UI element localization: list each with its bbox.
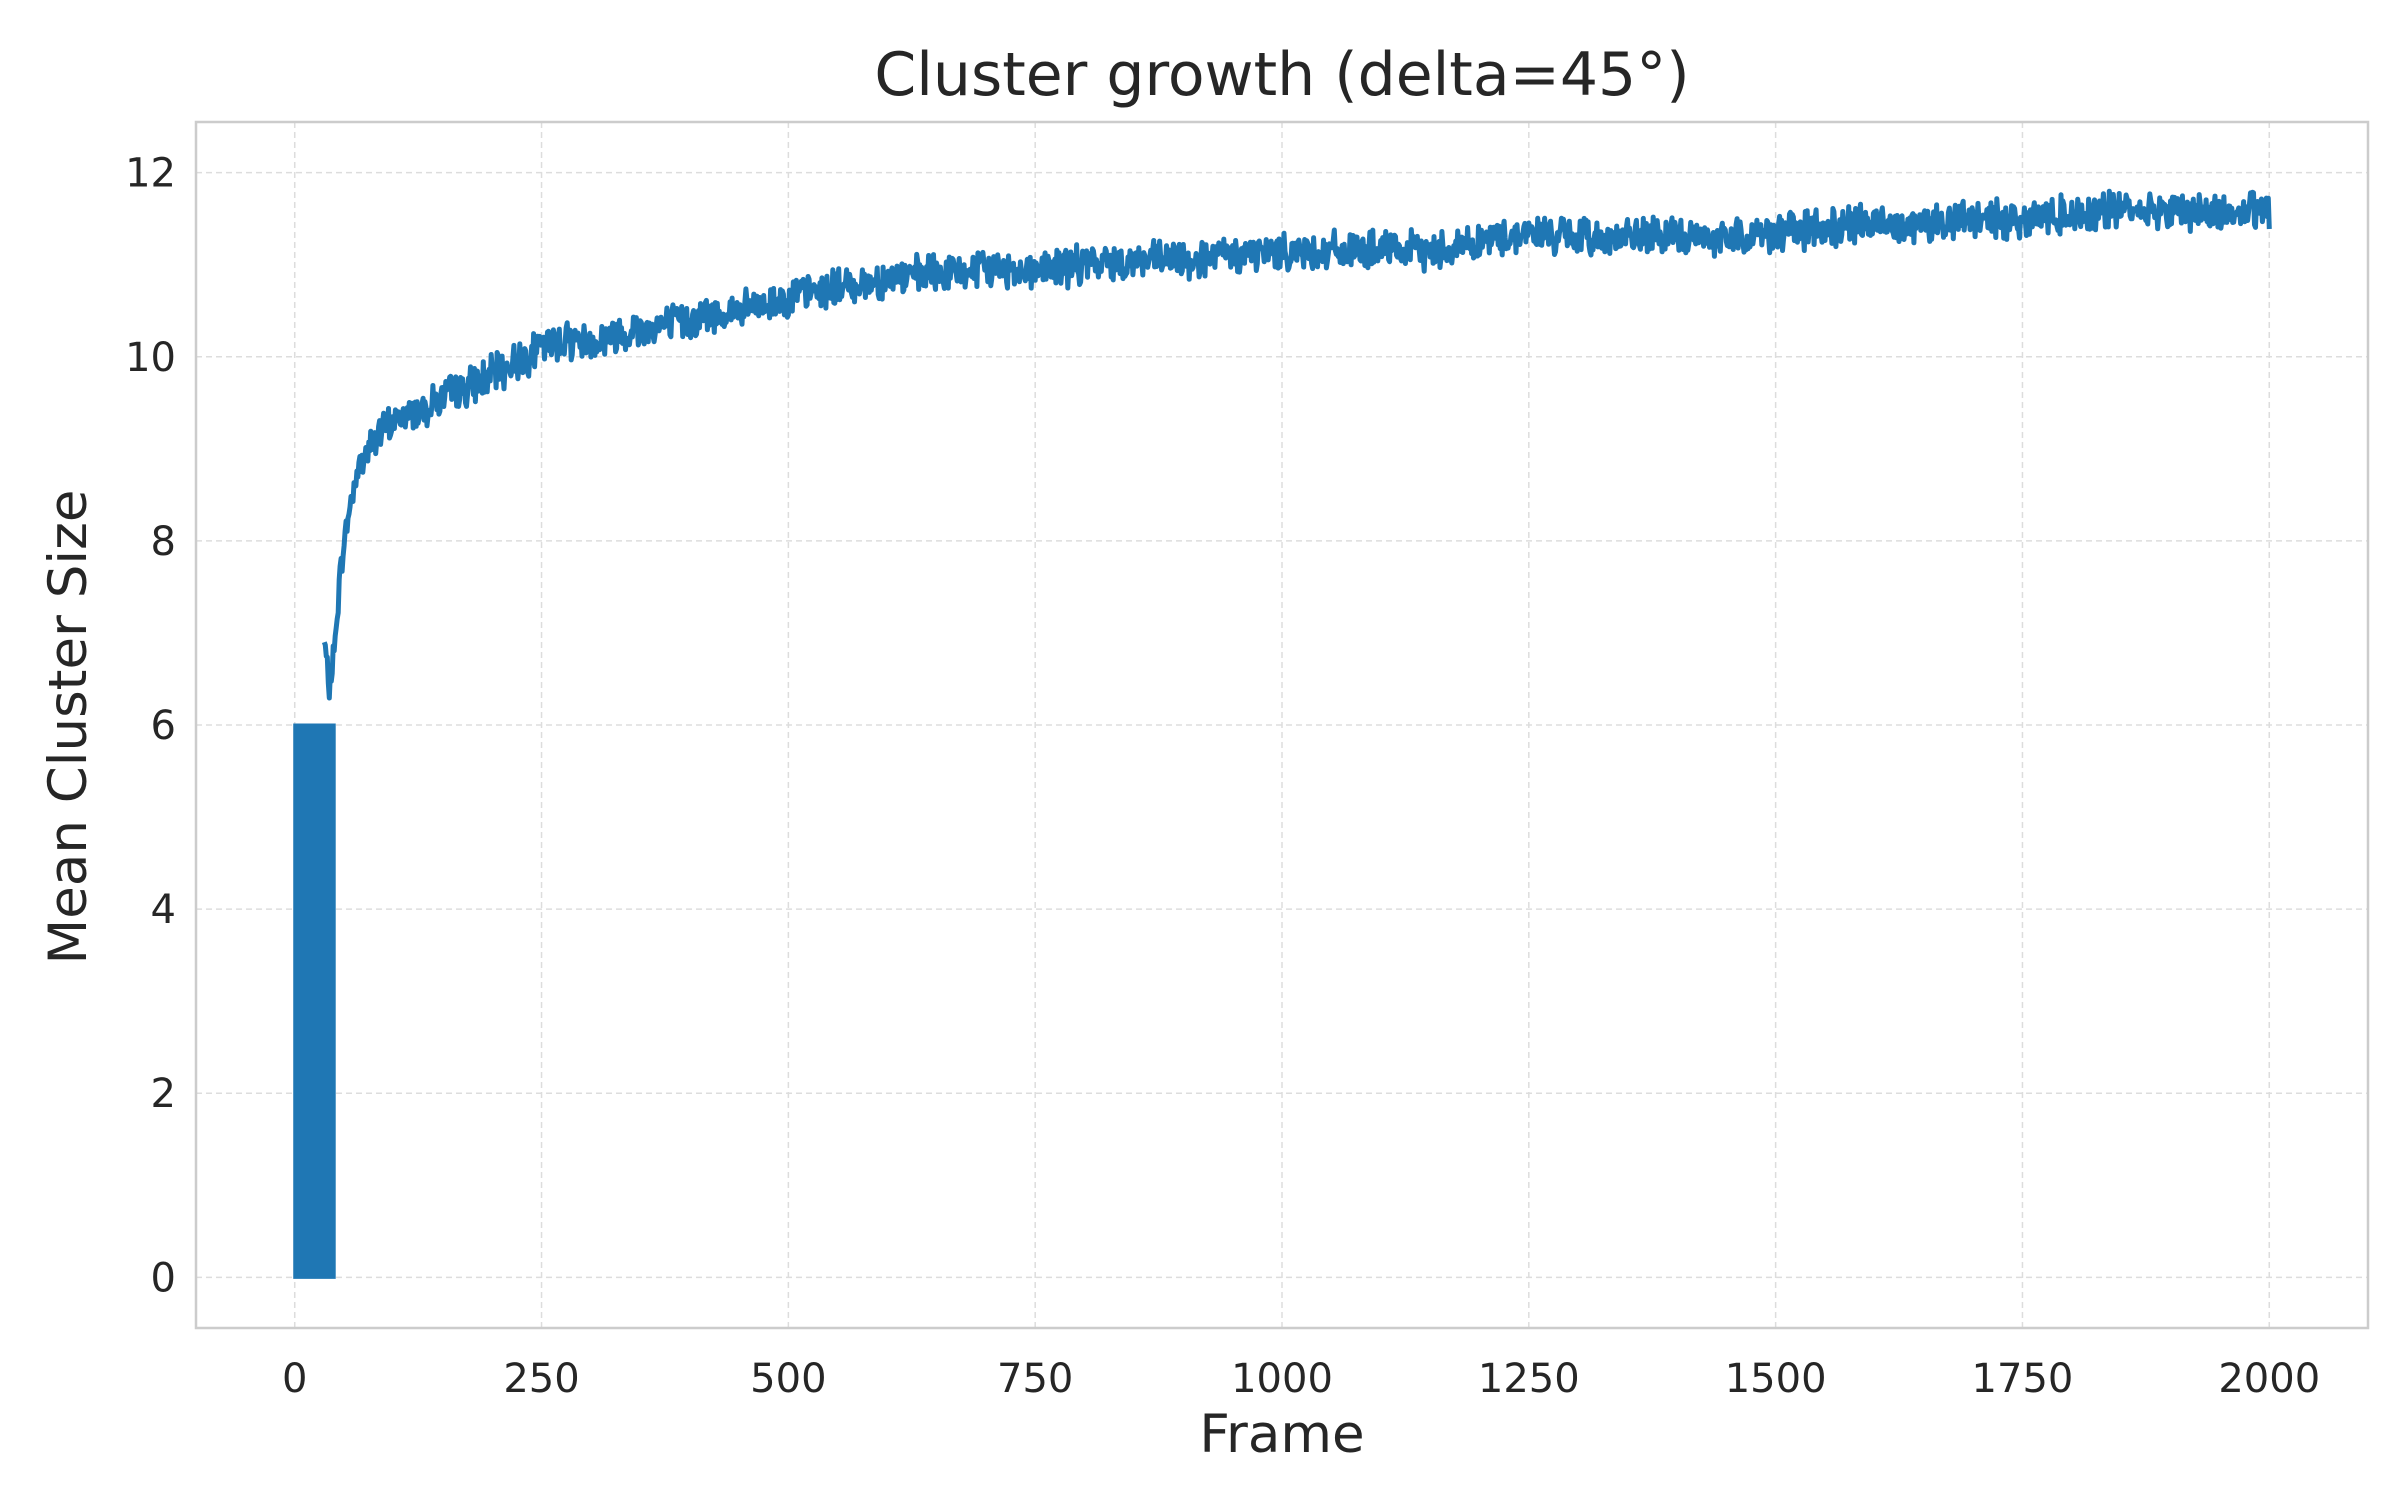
y-axis-title: Mean Cluster Size (38, 489, 99, 964)
y-tick-label: 4 (151, 887, 176, 933)
x-tick-label: 500 (750, 1356, 826, 1402)
series-oscillation-block (293, 723, 336, 1279)
x-tick-label: 1000 (1231, 1356, 1333, 1402)
y-tick-labels: 0 2 4 6 8 10 12 (125, 151, 176, 1302)
plot-frame (194, 120, 2370, 1330)
x-tick-label: 750 (997, 1356, 1073, 1402)
y-tick-label: 6 (151, 703, 176, 749)
series-layer (293, 188, 2272, 1279)
x-tick-label: 1750 (1972, 1356, 2074, 1402)
grid (196, 122, 2368, 1328)
y-tick-label: 2 (151, 1071, 176, 1117)
x-tick-labels: 0 250 500 750 1000 1250 1500 1750 2000 (282, 1356, 2320, 1402)
x-tick-label: 250 (503, 1356, 579, 1402)
x-axis-title: Frame (1199, 1404, 1364, 1465)
x-tick-label: 1500 (1725, 1356, 1827, 1402)
y-tick-label: 12 (125, 151, 176, 197)
series-line (321, 188, 2272, 701)
y-tick-label: 8 (151, 519, 176, 565)
x-tick-label: 1250 (1478, 1356, 1580, 1402)
y-tick-label: 0 (151, 1255, 176, 1301)
y-tick-label: 10 (125, 335, 176, 381)
x-tick-label: 0 (282, 1356, 307, 1402)
x-tick-label: 2000 (2218, 1356, 2320, 1402)
chart-title: Cluster growth (delta=45°) (874, 40, 1689, 110)
